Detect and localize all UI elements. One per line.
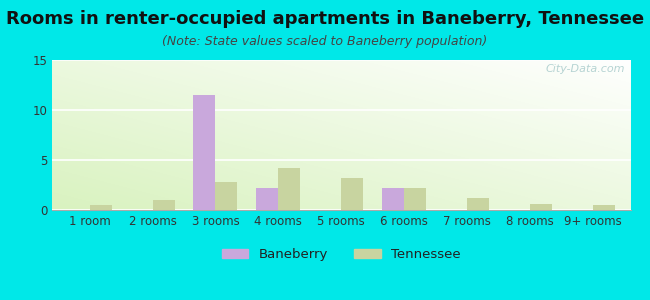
Bar: [216, 182, 237, 210]
Bar: [404, 188, 426, 210]
Bar: [530, 204, 552, 210]
Bar: [256, 188, 278, 210]
Bar: [194, 95, 216, 210]
Bar: [341, 178, 363, 210]
Bar: [593, 205, 615, 210]
Bar: [382, 188, 404, 210]
Text: (Note: State values scaled to Baneberry population): (Note: State values scaled to Baneberry …: [162, 34, 488, 47]
Text: Rooms in renter-occupied apartments in Baneberry, Tennessee: Rooms in renter-occupied apartments in B…: [6, 11, 644, 28]
Bar: [90, 205, 112, 210]
Bar: [153, 200, 175, 210]
Bar: [467, 198, 489, 210]
Bar: [278, 168, 300, 210]
Text: City-Data.com: City-Data.com: [545, 64, 625, 74]
Legend: Baneberry, Tennessee: Baneberry, Tennessee: [216, 243, 466, 266]
